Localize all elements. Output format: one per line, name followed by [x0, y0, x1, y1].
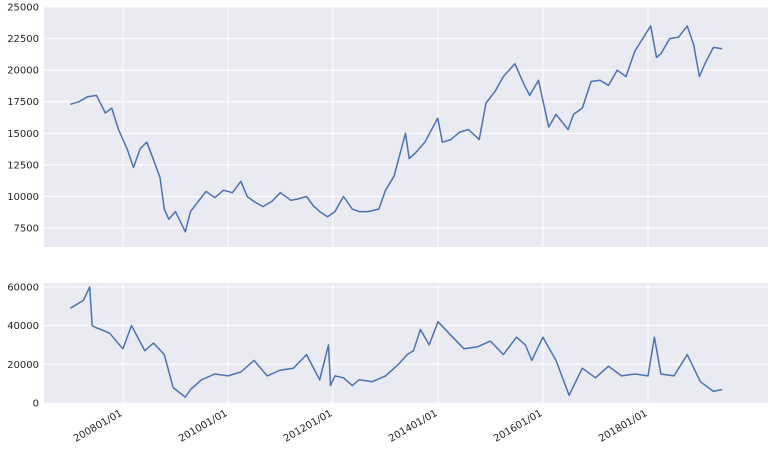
volume-series-line	[70, 286, 723, 398]
x-tick-label: 201601/01	[492, 408, 545, 445]
volume-plot-area	[44, 283, 768, 403]
price-panel: 7500 10000 12500 15000 17500 20000 22500 25000	[7, 3, 768, 247]
x-tick-label: 201801/01	[597, 408, 650, 445]
x-tick-label: 201401/01	[387, 408, 440, 445]
price-y-tick-labels: 7500 10000 12500 15000 17500 20000 22500 25000	[7, 3, 39, 235]
y-tick-label: 40000	[7, 321, 39, 332]
y-tick-label: 7500	[14, 224, 39, 235]
price-series-line	[70, 25, 723, 233]
price-gridlines	[44, 6, 768, 247]
y-tick-label: 15000	[7, 129, 39, 140]
y-tick-label: 25000	[7, 3, 39, 14]
volume-panel: 0 20000 40000 60000 200801/01 201001/01 20120…	[7, 282, 768, 445]
y-tick-label: 20000	[7, 66, 39, 77]
volume-gridlines	[44, 283, 768, 404]
y-tick-label: 22500	[7, 34, 39, 45]
volume-y-tick-labels: 0 20000 40000 60000	[7, 282, 39, 409]
y-tick-label: 20000	[7, 360, 39, 371]
x-tick-label: 201001/01	[177, 408, 230, 445]
y-tick-label: 12500	[7, 160, 39, 171]
volume-x-tick-labels: 200801/01 201001/01 201201/01 201401/01 2016…	[72, 408, 650, 445]
x-tick-label: 201201/01	[282, 408, 335, 445]
x-tick-label: 200801/01	[72, 408, 125, 445]
price-plot-area	[44, 7, 768, 247]
y-tick-label: 10000	[7, 192, 39, 203]
y-tick-label: 60000	[7, 282, 39, 293]
y-tick-label: 17500	[7, 97, 39, 108]
y-tick-label: 0	[33, 399, 39, 410]
